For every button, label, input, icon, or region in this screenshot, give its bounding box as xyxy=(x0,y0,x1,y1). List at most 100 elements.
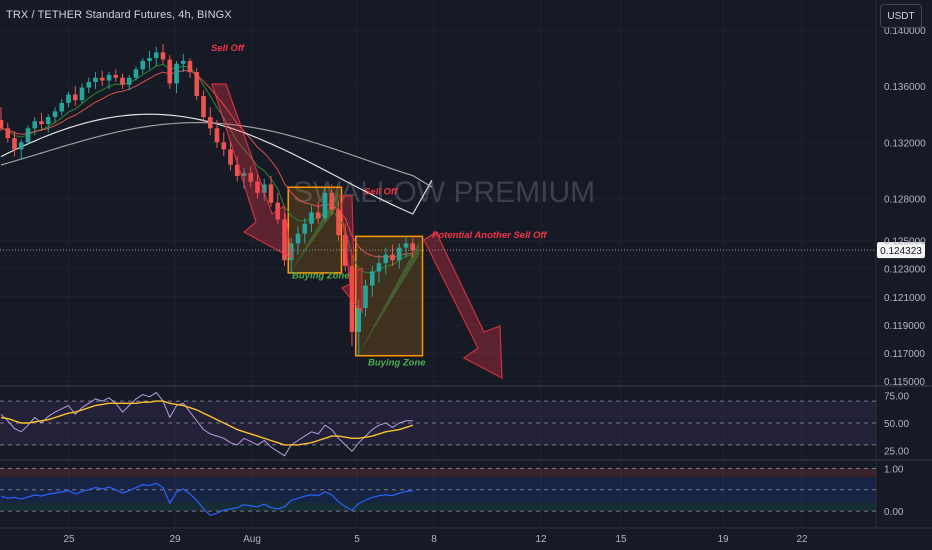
candle-body xyxy=(45,117,51,125)
candle-body xyxy=(390,254,395,261)
annotations: Sell Off Sell Off Potential Another Sell O… xyxy=(211,43,547,368)
candle-body xyxy=(336,209,341,235)
buying-zone-label: Buying Zone xyxy=(368,358,426,369)
candle-body xyxy=(153,52,159,59)
buying-zone-label: Buying Zone xyxy=(292,271,350,282)
price-tick-label: 0.121000 xyxy=(884,293,926,304)
candle-body xyxy=(329,192,335,210)
current-price-badge xyxy=(877,242,925,259)
price-tick-label: 0.136000 xyxy=(884,82,926,93)
candle-body xyxy=(228,149,233,165)
osc-line xyxy=(0,482,413,516)
sell-off-label: Sell Off xyxy=(211,43,245,54)
candle-body xyxy=(201,95,206,118)
candle-body xyxy=(72,94,78,101)
candle-body xyxy=(32,121,38,129)
ema-mid-line xyxy=(0,70,413,258)
time-tick-label: Aug xyxy=(243,534,261,545)
candle-body xyxy=(322,192,328,219)
candle-body xyxy=(356,307,362,332)
currency-button[interactable]: USDT xyxy=(880,4,922,28)
candle-body xyxy=(106,74,112,81)
rsi-tick-label: 25.00 xyxy=(884,446,909,457)
sell-off-arrow xyxy=(211,83,293,260)
candle-body xyxy=(93,77,98,82)
candle-body xyxy=(120,77,125,85)
rsi-tick-label: 75.00 xyxy=(884,392,909,403)
sell-off-arrow xyxy=(339,195,363,314)
axes: 0.124323 0.140000 0.136000 0.132000 0.128000… xyxy=(0,26,926,545)
price-tick-label: 0.117000 xyxy=(884,349,925,360)
candle-body xyxy=(207,117,213,129)
candle-body xyxy=(241,173,247,177)
time-tick-label: 22 xyxy=(796,534,808,545)
sell-off-label: Sell Off xyxy=(364,186,398,197)
candle-body xyxy=(376,263,382,272)
price-tick-label: 0.128000 xyxy=(884,194,926,205)
candle-body xyxy=(59,103,65,112)
current-price-label: 0.124323 xyxy=(880,246,922,257)
candle-body xyxy=(282,219,287,261)
candle-body xyxy=(363,285,368,308)
candle-body xyxy=(221,142,227,150)
price-tick-label: 0.115000 xyxy=(884,377,925,388)
time-tick-label: 12 xyxy=(535,534,547,545)
candle-body xyxy=(396,247,402,261)
candle-body xyxy=(140,60,146,70)
candle-body xyxy=(113,74,119,78)
time-tick-label: 29 xyxy=(169,534,181,545)
candle-body xyxy=(302,223,308,234)
candle-body xyxy=(309,212,314,224)
candle-body xyxy=(86,81,92,88)
candle-body xyxy=(349,265,355,332)
candle-body xyxy=(275,202,281,220)
candle-body xyxy=(52,111,58,118)
grid xyxy=(0,0,876,528)
price-tick-label: 0.132000 xyxy=(884,138,926,149)
osc-lower-fill xyxy=(0,502,876,512)
osc-tick-label: 1.00 xyxy=(884,464,904,475)
time-tick-label: 5 xyxy=(354,534,360,545)
candle-body xyxy=(315,212,321,219)
rsi-tick-label: 50.00 xyxy=(884,419,909,430)
time-tick-label: 19 xyxy=(717,534,729,545)
candle-body xyxy=(255,181,260,193)
candle-body xyxy=(25,128,31,143)
candle-body xyxy=(126,77,132,85)
price-tick-label: 0.140000 xyxy=(884,26,926,37)
sell-off-label: Potential Another Sell Off xyxy=(432,230,547,241)
rsi-ma-line xyxy=(0,400,414,446)
candle-body xyxy=(268,184,274,203)
rsi-line xyxy=(0,391,413,457)
candle-body xyxy=(369,271,375,286)
buying-zone-trend xyxy=(291,191,339,271)
candle-body xyxy=(39,121,44,125)
candle-body xyxy=(167,59,173,84)
candle-body xyxy=(187,60,193,73)
candle-body xyxy=(0,119,4,129)
candle-body xyxy=(99,77,105,81)
chart-title: TRX / TETHER Standard Futures, 4h, BINGX xyxy=(6,9,232,21)
candle-body xyxy=(147,58,152,61)
time-tick-label: 8 xyxy=(431,534,437,545)
osc-upper-fill xyxy=(0,468,876,477)
projection-arrows xyxy=(211,83,503,380)
watermark: SWALLOW PREMIUM xyxy=(293,176,595,209)
candle-body xyxy=(180,60,186,64)
candle-body xyxy=(295,233,301,244)
time-tick-label: 25 xyxy=(63,534,75,545)
osc-tick-label: 0.00 xyxy=(884,507,904,518)
candle-body xyxy=(403,243,409,248)
candle-body xyxy=(383,254,389,264)
candle-body xyxy=(66,94,71,104)
candle-body xyxy=(133,69,139,78)
candle-body xyxy=(214,128,220,143)
time-tick-label: 15 xyxy=(615,534,627,545)
price-tick-label: 0.123000 xyxy=(884,265,926,276)
potential-sell-off-arrow xyxy=(423,231,503,380)
candle-body xyxy=(12,138,17,150)
price-tick-label: 0.119000 xyxy=(884,321,925,332)
indicator-panels xyxy=(0,0,932,529)
price-tick-label: 0.125000 xyxy=(884,237,926,248)
